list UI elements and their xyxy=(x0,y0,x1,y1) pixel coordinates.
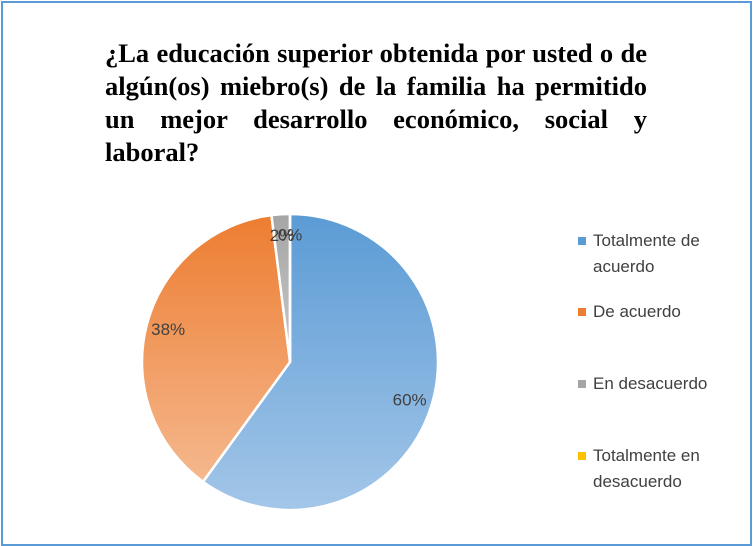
legend-label: Totalmente de acuerdo xyxy=(593,231,700,276)
legend-swatch xyxy=(578,380,586,388)
data-label: 2% xyxy=(270,226,295,245)
pie-slice xyxy=(201,212,440,512)
legend-swatch xyxy=(578,308,586,316)
pie-slice xyxy=(140,213,292,484)
legend-swatch xyxy=(578,237,586,245)
legend-label: Totalmente en desacuerdo xyxy=(593,446,700,491)
legend-label: De acuerdo xyxy=(593,302,681,321)
chart-title: ¿La educación superior obtenida por uste… xyxy=(105,38,647,167)
data-label: 38% xyxy=(151,320,185,339)
legend-swatch xyxy=(578,452,586,460)
legend-item: Totalmente de acuerdo xyxy=(578,228,748,280)
legend-item: En desacuerdo xyxy=(578,371,748,397)
data-label: 60% xyxy=(393,390,427,409)
data-label: 0% xyxy=(278,226,303,245)
legend-item: Totalmente en desacuerdo xyxy=(578,443,748,495)
legend-label: En desacuerdo xyxy=(593,374,708,393)
legend-item: De acuerdo xyxy=(578,299,748,325)
